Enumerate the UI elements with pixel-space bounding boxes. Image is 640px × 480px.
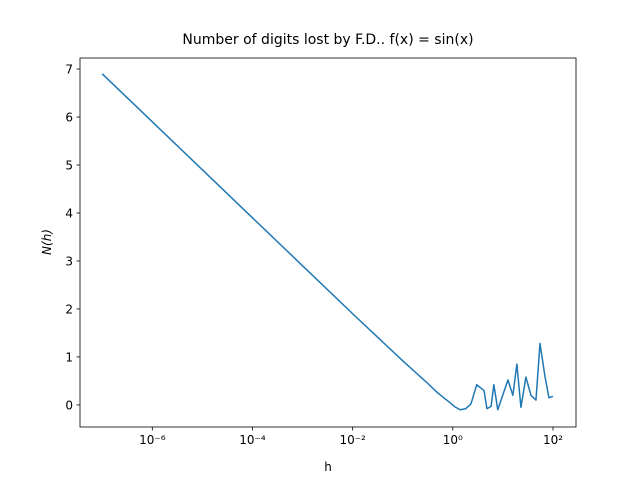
chart-title: Number of digits lost by F.D.. f(x) = si… [182, 32, 473, 48]
y-axis-label: N(h) [40, 229, 54, 255]
y-tick-label: 7 [65, 63, 73, 77]
data-line [101, 73, 554, 411]
y-tick-label: 1 [65, 350, 73, 364]
y-tick-label: 2 [65, 302, 73, 316]
x-tick-label: 10⁻⁶ [139, 433, 166, 447]
y-tick-label: 6 [65, 111, 73, 125]
y-tick-label: 0 [65, 398, 73, 412]
x-tick-label: 10⁻⁴ [239, 433, 266, 447]
plot-frame [79, 57, 577, 428]
x-tick-label: 10² [543, 433, 563, 447]
y-tick-label: 4 [65, 206, 73, 220]
y-tick-label: 5 [65, 159, 73, 173]
x-axis-label: h [324, 460, 332, 474]
x-tick-label: 10⁻² [339, 433, 366, 447]
y-tick-label: 3 [65, 254, 73, 268]
x-tick-label: 10⁰ [443, 433, 463, 447]
